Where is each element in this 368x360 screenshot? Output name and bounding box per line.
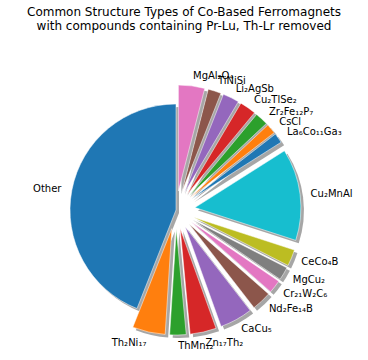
slice-label: Nd₂Fe₁₄B [269, 303, 313, 314]
slice [178, 85, 204, 191]
title: Common Structure Types of Co-Based Ferro… [27, 5, 341, 33]
slice-label: MgAl₂O₄ [193, 70, 233, 81]
slice-label: CaCu₅ [241, 323, 271, 334]
slice-label: La₆Co₁₁Ga₃ [287, 126, 342, 137]
slice-label: CeCo₄B [301, 256, 338, 267]
slice-label: MgCu₂ [293, 274, 325, 285]
pie: OtherTh₂Ni₁₇ThMn₁₂Zn₁₇Th₂CaCu₅Nd₂Fe₁₄BCr… [33, 70, 352, 351]
slice-label: CsCl [279, 116, 301, 127]
slice-label: Zr₂Fe₁₂P₇ [269, 106, 313, 117]
chart: Common Structure Types of Co-Based Ferro… [0, 0, 368, 360]
slice [189, 224, 269, 308]
slice-label: Other [33, 183, 62, 194]
slice-label: Zn₁₇Th₂ [206, 337, 244, 348]
slice-label: Cu₂TlSe₂ [254, 93, 297, 104]
slice-label: Th₂Ni₁₇ [111, 337, 147, 348]
slice-label: Cr₂₁W₂C₆ [283, 288, 327, 299]
slice-label: Cu₂MnAl [311, 187, 353, 198]
slice [133, 229, 172, 335]
